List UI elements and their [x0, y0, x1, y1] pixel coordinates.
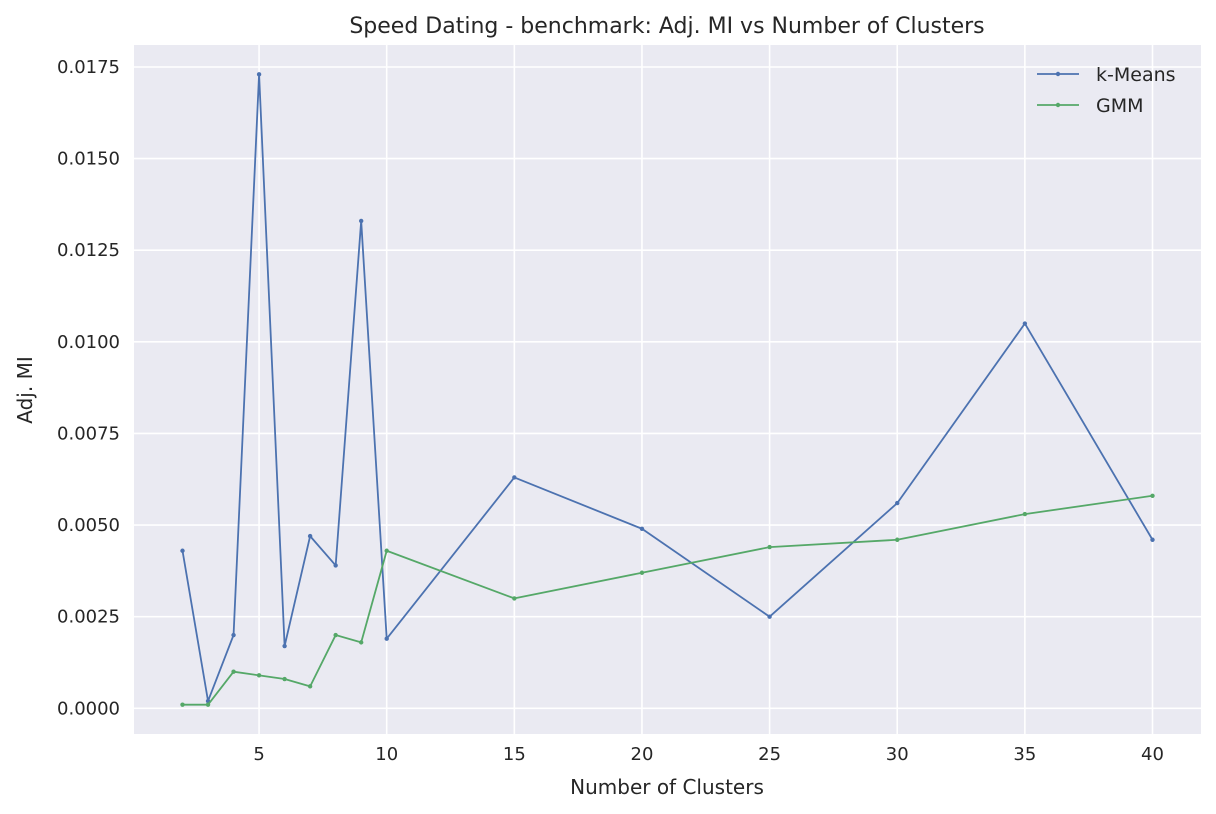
tick-labels: 5 10 15 20 25 30 35 40 0.0000 0.0025 0.0050 0.0075 0… — [57, 57, 1164, 765]
data-point — [895, 537, 900, 542]
data-point — [180, 548, 185, 553]
data-point — [1022, 511, 1028, 517]
series-gmm — [180, 493, 1155, 707]
data-point — [512, 475, 517, 480]
data-point — [384, 636, 389, 641]
data-point — [639, 570, 645, 575]
grid — [134, 45, 1201, 734]
x-tick-label: 30 — [886, 744, 909, 765]
y-tick-label: 0.0175 — [57, 57, 120, 78]
data-point — [512, 596, 517, 601]
y-tick-label: 0.0150 — [57, 149, 120, 170]
data-point — [205, 702, 211, 707]
data-point — [767, 614, 772, 619]
data-point — [358, 640, 364, 645]
legend-label: k-Means — [1096, 64, 1176, 86]
y-tick-label: 0.0000 — [57, 698, 120, 719]
data-point — [895, 500, 900, 506]
x-tick-label: 20 — [631, 744, 654, 765]
x-axis-label: Number of Clusters — [570, 775, 764, 799]
data-point — [282, 643, 287, 649]
data-point — [231, 632, 236, 638]
data-point — [358, 218, 364, 224]
y-tick-label: 0.0075 — [57, 423, 120, 444]
data-point — [767, 544, 772, 550]
series-lines — [180, 72, 1155, 707]
data-point — [180, 702, 185, 707]
legend-marker — [1055, 71, 1061, 77]
y-tick-label: 0.0100 — [57, 332, 120, 353]
data-point — [282, 676, 287, 682]
data-point — [639, 526, 645, 531]
data-point — [384, 548, 389, 553]
y-axis-label: Adj. MI — [13, 356, 37, 423]
data-point — [307, 684, 313, 689]
y-tick-label: 0.0125 — [57, 240, 120, 261]
data-point — [333, 563, 338, 568]
data-point — [307, 533, 313, 539]
chart-title: Speed Dating - benchmark: Adj. MI vs Num… — [349, 14, 984, 39]
x-tick-label: 35 — [1013, 744, 1036, 765]
x-tick-label: 25 — [758, 744, 781, 765]
data-point — [333, 632, 338, 638]
data-point — [256, 673, 262, 678]
x-tick-label: 10 — [375, 744, 398, 765]
legend: k-Means GMM — [1037, 64, 1176, 117]
data-point — [231, 669, 236, 674]
plot-background — [134, 45, 1201, 734]
legend-label: GMM — [1096, 95, 1144, 117]
y-tick-label: 0.0050 — [57, 515, 120, 536]
x-tick-label: 40 — [1141, 744, 1164, 765]
data-point — [1150, 493, 1155, 498]
series-k-means — [180, 72, 1155, 704]
y-tick-label: 0.0025 — [57, 607, 120, 628]
data-point — [1150, 537, 1155, 542]
data-point — [256, 72, 262, 77]
legend-marker — [1055, 102, 1061, 108]
x-tick-label: 5 — [253, 744, 264, 765]
data-point — [1022, 321, 1028, 326]
x-tick-label: 15 — [503, 744, 526, 765]
